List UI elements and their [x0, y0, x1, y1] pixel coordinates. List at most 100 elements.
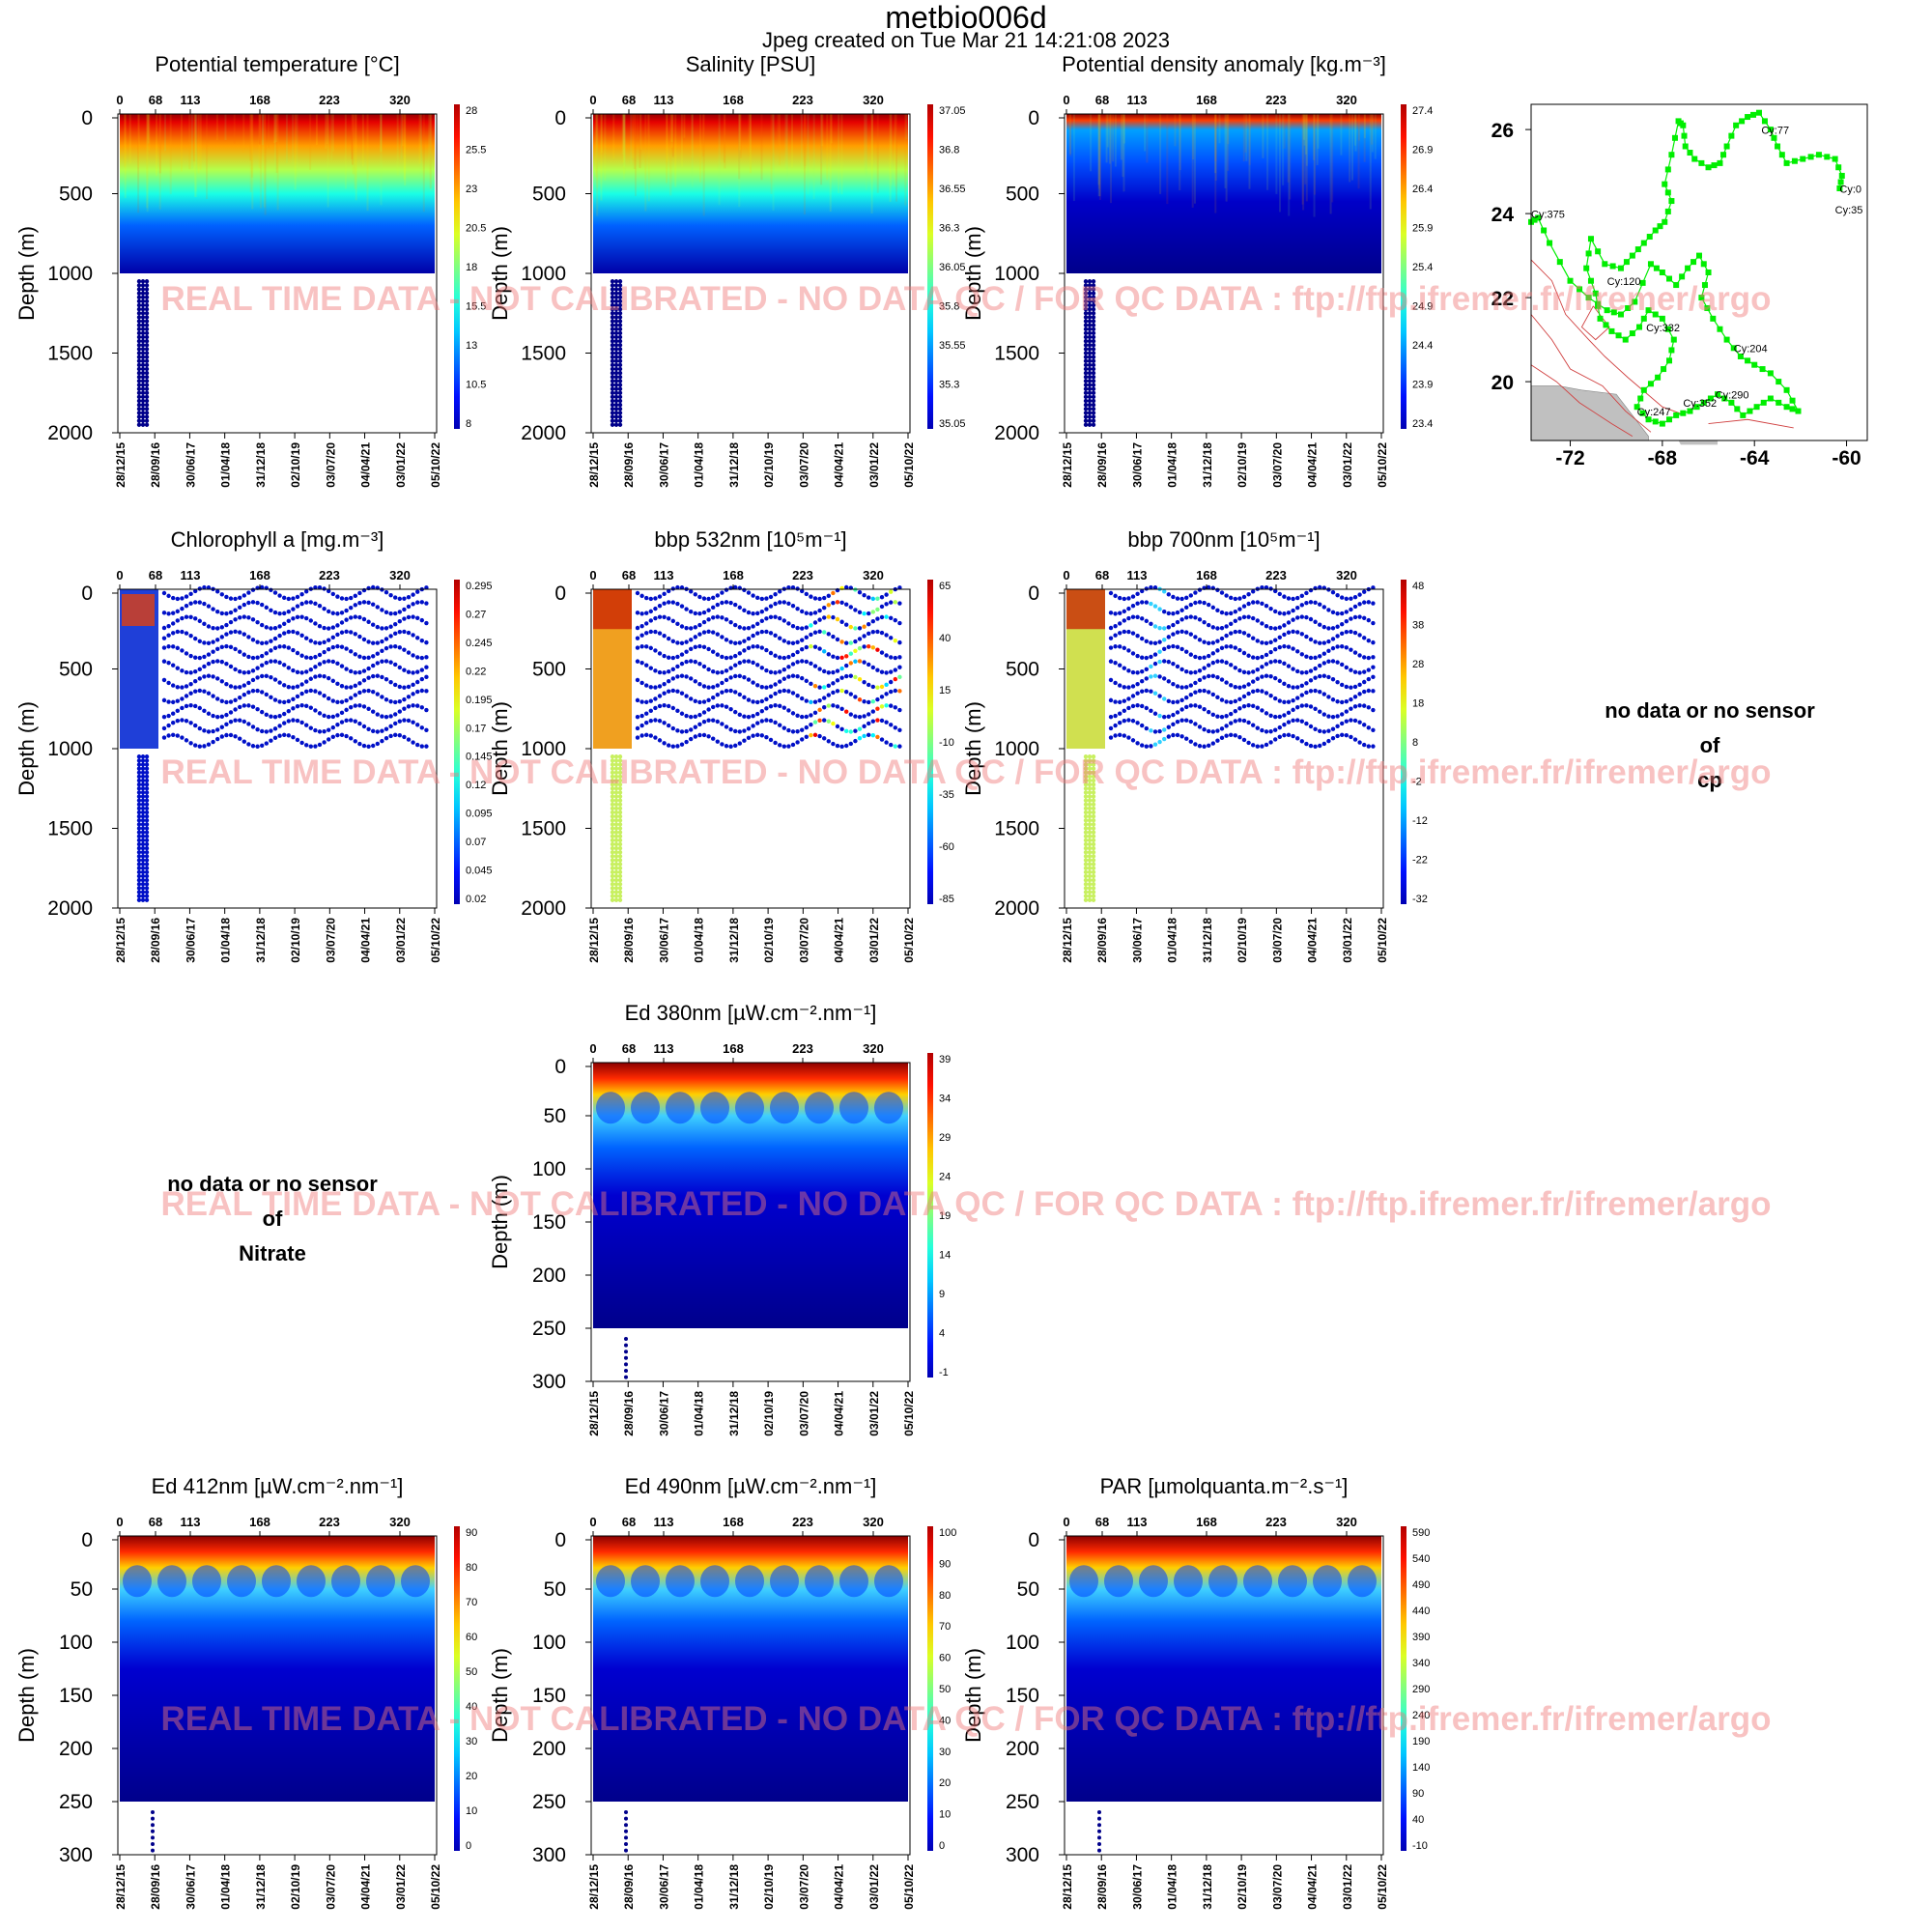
colorbar-label: 24.9 [1412, 301, 1433, 313]
profile-dot [317, 652, 323, 658]
profile-dot [219, 659, 224, 665]
profile-dot [1188, 719, 1194, 724]
profile-streak [330, 114, 333, 160]
profile-dot [238, 615, 242, 620]
top-tick-label: 320 [863, 1515, 884, 1529]
profile-dot [380, 648, 384, 653]
deep-profile-dot [1087, 298, 1093, 304]
x-tick-label: 28/09/16 [149, 918, 162, 963]
profile-dot [1126, 696, 1131, 701]
profile-dot [870, 665, 875, 670]
profile-dot [180, 606, 185, 611]
deep-profile-dot [140, 383, 146, 387]
deep-profile-dot [613, 383, 619, 387]
deep-profile-dot [1087, 766, 1093, 771]
profile-dot [1210, 692, 1216, 697]
y-tick-label: 0 [554, 107, 566, 129]
profile-dot [635, 725, 640, 731]
profile-dot [701, 596, 707, 601]
deep-profile-dot [144, 778, 150, 783]
profile-streak [1358, 114, 1361, 141]
profile-dot [1171, 722, 1176, 726]
profile-dot [282, 611, 287, 616]
profile-streak [1302, 114, 1305, 140]
panel-title: bbp 532nm [10⁵m⁻¹] [654, 527, 846, 552]
x-tick-label: 03/01/22 [1341, 1864, 1354, 1910]
profile-dot [857, 677, 863, 682]
profile-dot [684, 625, 689, 631]
profile-dot [1188, 739, 1194, 744]
profile-dot [773, 740, 778, 746]
y-tick-label: 1500 [994, 818, 1039, 840]
profile-dot [684, 713, 689, 719]
profile-dot [822, 705, 827, 710]
profile-dot [1264, 652, 1269, 658]
deep-profile-dot [1087, 327, 1093, 331]
profile-dot [644, 683, 649, 688]
profile-streak [1097, 114, 1100, 185]
profile-dot [1260, 601, 1264, 606]
profile-dot [1241, 604, 1247, 609]
profile-dot [250, 600, 256, 605]
profile-dot [751, 699, 755, 704]
deep-profile-dot [610, 834, 615, 838]
deep-profile-dot [1083, 402, 1089, 408]
profile-dot [1304, 601, 1309, 606]
profile-dot [161, 677, 167, 683]
profile-dot [161, 611, 167, 615]
track-point [1640, 386, 1647, 393]
profile-dot [1326, 659, 1331, 664]
deep-profile-dot [136, 414, 142, 419]
deep-profile-dot [144, 806, 150, 811]
profile-dot [1371, 727, 1376, 733]
deep-profile-dot [1083, 873, 1089, 879]
profile-streak [215, 114, 218, 141]
top-tick-label: 0 [116, 568, 123, 582]
profile-dot [835, 616, 840, 622]
profile-streak [905, 114, 908, 139]
profile-dot [781, 744, 786, 749]
profile-streak [380, 114, 383, 152]
profile-streak [812, 114, 815, 199]
deep-profile-dot [617, 897, 623, 902]
profile-dot [1179, 617, 1184, 622]
profile-dot [161, 625, 167, 631]
colorbar-label: 13 [466, 340, 477, 352]
profile-dot [853, 659, 858, 664]
y-tick-label: 100 [532, 1632, 566, 1654]
profile-dot [228, 644, 234, 650]
profile-dot [1313, 744, 1318, 749]
profile-dot [295, 594, 300, 600]
profile-dot [161, 735, 167, 740]
profile-dot [711, 605, 716, 611]
profile-dot [790, 691, 796, 696]
profile-dot [662, 614, 667, 620]
profile-dot [1268, 649, 1273, 655]
deep-profile-dot [617, 298, 623, 304]
y-axis-label: Depth (m) [961, 1648, 985, 1743]
profile-dot [295, 718, 300, 724]
profile-dot [211, 607, 215, 611]
profile-dot [764, 685, 769, 690]
profile-dot [897, 727, 902, 733]
profile-dot [1344, 665, 1350, 670]
y-tick-label: 0 [1028, 1529, 1039, 1551]
deep-profile-dot [1091, 351, 1096, 355]
deep-profile-dot [1087, 854, 1093, 859]
top-tick-label: 68 [1095, 1515, 1109, 1529]
deep-profile-dot [144, 347, 150, 352]
y-tick-label: 200 [59, 1738, 93, 1760]
profile-streak [1262, 114, 1264, 158]
profile-dot [724, 587, 729, 592]
profile-dot [384, 726, 389, 731]
profile-dot [737, 605, 742, 611]
profile-dot [1224, 680, 1229, 685]
profile-dot [1188, 703, 1194, 708]
deep-profile-dot [613, 858, 619, 863]
deep-profile-dot [613, 407, 619, 412]
profile-dot [800, 588, 805, 594]
deep-profile-dot [144, 818, 150, 823]
profile-streak [401, 114, 404, 147]
y-tick-label: 0 [81, 1529, 93, 1551]
profile-dot [246, 690, 251, 695]
